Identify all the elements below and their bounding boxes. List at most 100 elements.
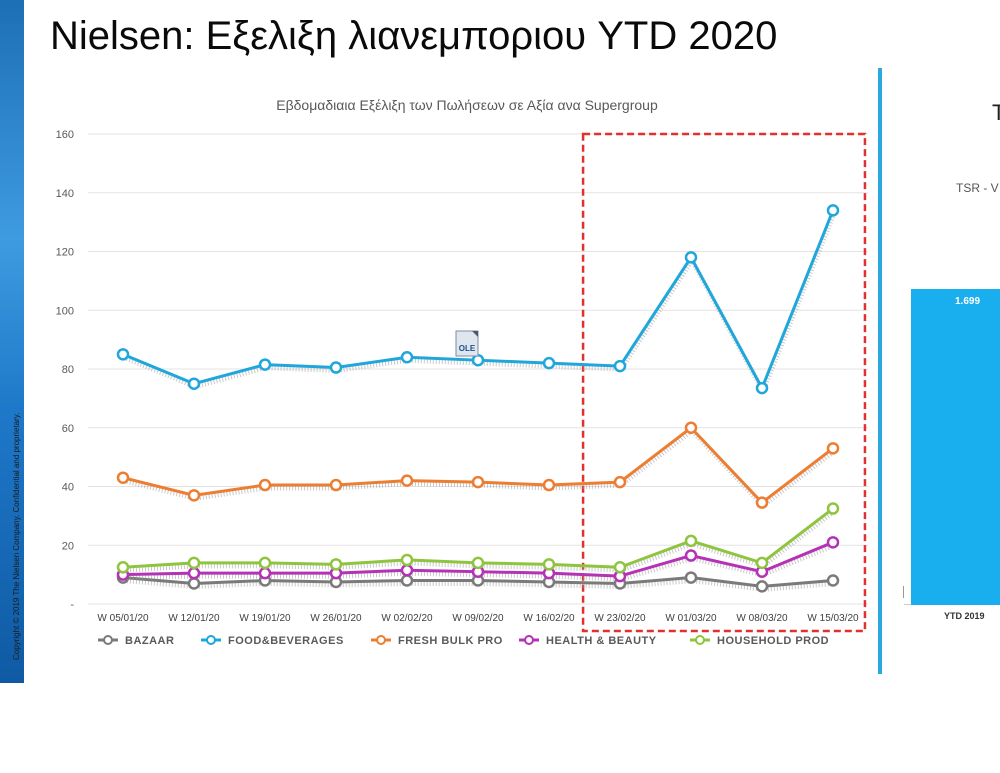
y-tick-label: - [70,599,74,611]
x-tick-label: W 16/02/20 [523,613,575,624]
data-point [755,556,769,570]
series-shadow [123,509,836,573]
legend-label: BAZAAR [125,635,174,647]
data-point [826,574,840,587]
legend-item: HEALTH & BEAUTY [519,635,657,647]
legend-label: HOUSEHOLD PROD [717,635,829,647]
highlight-box [581,132,867,633]
data-point [826,502,840,515]
x-tick-label: W 01/03/20 [665,613,717,624]
right-axis-label: YTD 2019 [944,611,985,621]
data-point [400,553,414,567]
data-point [400,474,414,487]
legend-item: BAZAAR [98,635,174,647]
data-point [187,577,201,590]
x-tick-label: W 05/01/20 [97,613,149,624]
data-point [542,356,556,370]
right-axis-tick [903,586,910,598]
legend-item: FOOD&BEVERAGES [201,635,344,647]
series-fresh-bulk-pro [116,421,840,510]
data-point [187,556,201,570]
legend-swatch-marker [524,635,534,645]
data-point [329,558,343,571]
data-point [471,353,485,367]
series-household-prod [116,502,840,574]
right-bar-ytd-2019 [911,289,1000,605]
data-point [187,377,201,390]
y-tick-label: 120 [56,247,74,259]
x-tick-label: W 23/02/20 [594,613,646,624]
chart-title: Εβδομαδιαια Εξέλιξη των Πωλήσεων σε Αξία… [276,97,658,113]
data-point [542,558,556,571]
data-point [329,478,343,492]
data-point [400,574,414,587]
y-tick-label: 40 [62,482,74,494]
data-point [400,563,414,577]
data-point [613,475,627,489]
data-point [755,580,769,593]
series-food-beverages [116,204,840,397]
data-point [684,251,698,264]
data-point [826,442,840,455]
x-tick-label: W 19/01/20 [239,613,291,624]
series-line [122,425,834,505]
x-tick-label: W 12/01/20 [168,613,220,624]
y-tick-label: 100 [56,305,74,317]
copyright-notice: Copyright © 2019 The Nielsen Company. Co… [12,412,21,660]
right-panel-title-fragment: T [992,100,1000,125]
y-tick-label: 60 [62,423,74,435]
data-point [471,475,485,489]
chart-card: Εβδομαδιαια Εξέλιξη των Πωλήσεων σε Αξία… [33,83,901,665]
data-point [684,549,698,562]
right-bar-value: 1.699 [955,296,981,307]
x-tick-label: W 15/03/20 [807,613,859,624]
data-point [826,204,840,217]
series-shadow [123,427,836,510]
legend-label: FOOD&BEVERAGES [228,635,344,647]
legend-label: HEALTH & BEAUTY [546,635,657,647]
data-point [471,556,485,570]
data-point [613,359,627,373]
x-tick-label: W 26/01/20 [310,613,362,624]
data-point [329,361,343,374]
ole-object-icon[interactable]: OLE [455,330,479,357]
data-point [258,358,272,371]
legend-swatch-marker [376,635,386,645]
data-point [684,421,698,434]
x-tick-label: W 08/03/20 [736,613,788,624]
y-tick-label: 80 [62,364,74,376]
right-panel-subtitle: TSR - V [956,181,999,195]
y-tick-label: 160 [56,129,74,141]
legend-item: FRESH BULK PRO [371,635,503,647]
data-point [116,561,130,574]
data-point [755,496,769,509]
data-point [187,489,201,502]
data-point [826,536,840,549]
x-tick-label: W 09/02/20 [452,613,504,624]
page-title: Nielsen: Εξελιξη λιανεμποριου YTD 2020 [50,14,778,58]
left-brand-strip [0,0,24,683]
line-chart: Εβδομαδιαια Εξέλιξη των Πωλήσεων σε Αξία… [56,97,868,647]
legend-swatch-marker [206,635,216,645]
series-health-beauty [116,536,840,583]
data-point [116,471,130,484]
legend-swatch-marker [695,635,705,645]
data-point [684,534,698,548]
legend-swatch-marker [103,635,113,645]
data-point [258,478,272,492]
data-point [542,478,556,492]
legend-item: HOUSEHOLD PROD [690,635,829,647]
data-point [258,566,272,580]
ole-label: OLE [459,344,476,353]
y-tick-label: 140 [56,188,74,200]
data-point [187,566,201,580]
x-tick-label: W 02/02/20 [381,613,433,624]
data-point [258,556,272,570]
legend-label: FRESH BULK PRO [398,635,503,647]
data-point [116,348,130,361]
slide-divider [878,68,882,674]
data-point [400,351,414,364]
data-point [613,561,627,574]
y-tick-label: 20 [62,540,74,552]
data-point [684,571,698,584]
